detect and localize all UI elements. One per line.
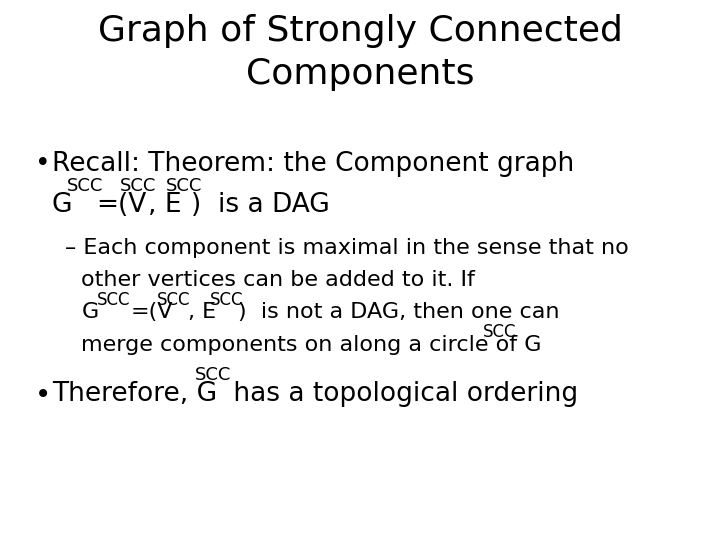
Text: , E: , E xyxy=(148,192,181,218)
Text: )  is a DAG: ) is a DAG xyxy=(191,192,330,218)
Text: SCC: SCC xyxy=(97,291,131,308)
Text: •: • xyxy=(35,381,51,409)
Text: SCC: SCC xyxy=(166,177,202,194)
Text: Therefore, G: Therefore, G xyxy=(52,381,217,407)
Text: SCC: SCC xyxy=(67,177,104,194)
Text: SCC: SCC xyxy=(194,366,231,383)
Text: – Each component is maximal in the sense that no: – Each component is maximal in the sense… xyxy=(65,238,629,258)
Text: merge components on along a circle of G: merge components on along a circle of G xyxy=(81,335,542,355)
Text: has a topological ordering: has a topological ordering xyxy=(225,381,577,407)
Text: Components: Components xyxy=(246,57,474,91)
Text: other vertices can be added to it. If: other vertices can be added to it. If xyxy=(81,270,475,290)
Text: SCC: SCC xyxy=(157,291,191,308)
Text: )  is not a DAG, then one can: ) is not a DAG, then one can xyxy=(238,302,560,322)
Text: •: • xyxy=(35,151,50,177)
Text: SCC: SCC xyxy=(483,323,517,341)
Text: =(V: =(V xyxy=(96,192,146,218)
Text: G: G xyxy=(81,302,99,322)
Text: Graph of Strongly Connected: Graph of Strongly Connected xyxy=(98,14,622,48)
Text: SCC: SCC xyxy=(210,291,243,308)
Text: , E: , E xyxy=(188,302,216,322)
Text: G: G xyxy=(52,192,72,218)
Text: =(V: =(V xyxy=(130,302,173,322)
Text: SCC: SCC xyxy=(120,177,157,194)
Text: Recall: Theorem: the Component graph: Recall: Theorem: the Component graph xyxy=(52,151,574,177)
